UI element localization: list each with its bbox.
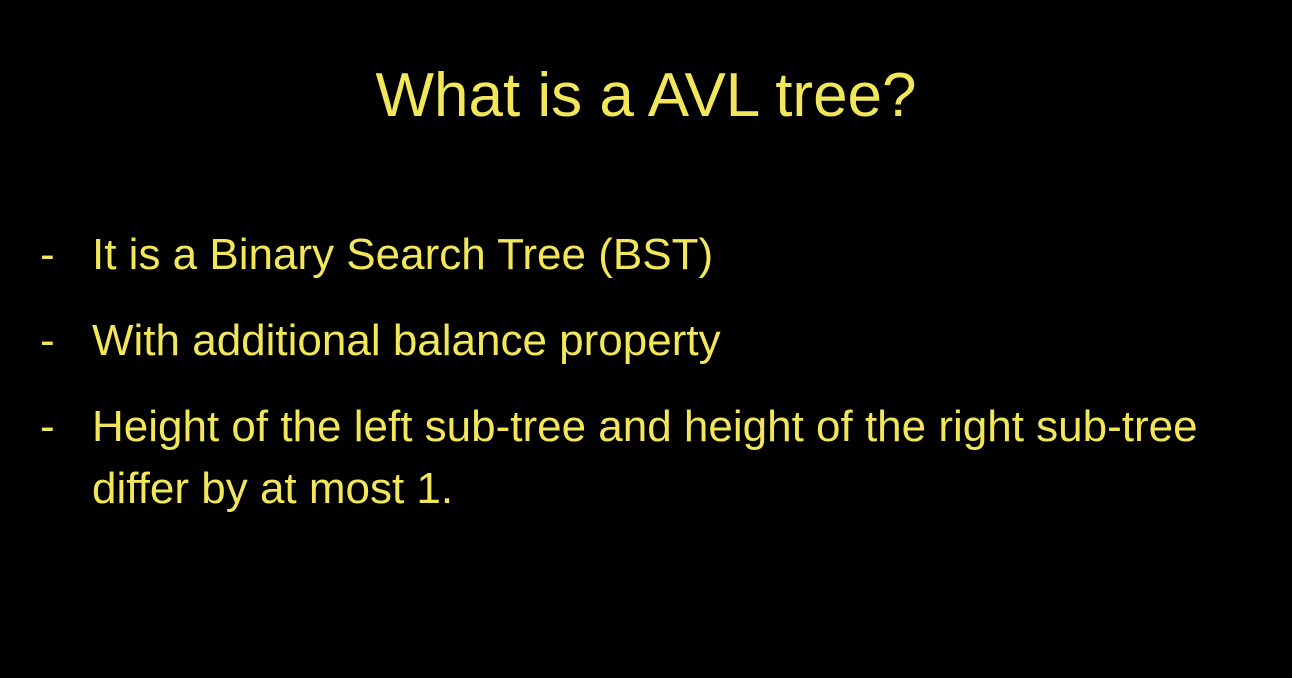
bullet-text: With additional balance property bbox=[92, 316, 721, 365]
bullet-text: Height of the left sub-tree and height o… bbox=[92, 402, 1198, 513]
bullet-dash: - bbox=[40, 230, 55, 279]
bullet-text: It is a Binary Search Tree (BST) bbox=[92, 230, 714, 279]
bullet-item: - With additional balance property bbox=[30, 310, 1270, 372]
bullet-list: - It is a Binary Search Tree (BST) - Wit… bbox=[30, 224, 1270, 520]
bullet-item: - It is a Binary Search Tree (BST) bbox=[30, 224, 1270, 286]
bullet-item: - Height of the left sub-tree and height… bbox=[30, 396, 1270, 520]
slide-title: What is a AVL tree? bbox=[375, 61, 917, 130]
bullet-dash: - bbox=[40, 402, 55, 451]
bullet-dash: - bbox=[40, 316, 55, 365]
